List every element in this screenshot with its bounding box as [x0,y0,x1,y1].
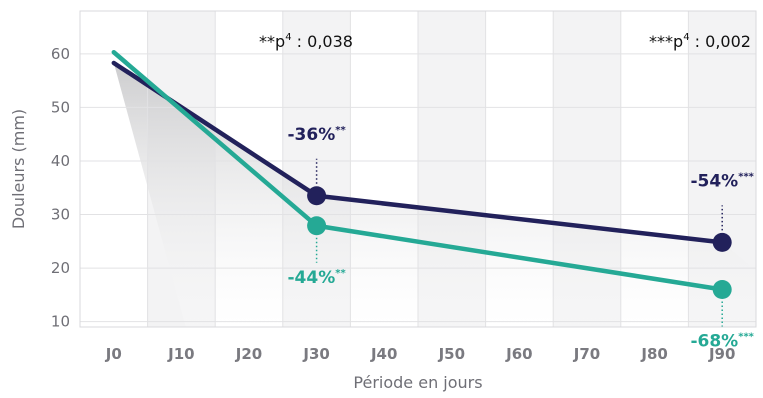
series-lines [111,49,732,300]
plot-frame [79,10,757,328]
p-value-left: **p4 : 0,038 [259,32,353,51]
y-tick-label: 10 [51,313,70,331]
annotation-label: -54%*** [690,171,754,191]
p-value-left-value: : 0,038 [292,32,353,51]
p-value-right-value: : 0,002 [690,32,751,51]
x-tick-label: J70 [573,345,600,363]
series-1-marker [307,186,327,206]
x-tick-label: J80 [640,345,667,363]
series-2-marker [307,216,327,236]
annotation-label: -68%*** [690,332,754,352]
x-tick-label: J40 [370,345,397,363]
p-value-right-prefix: ***p [649,32,683,51]
series-2-marker [712,280,732,300]
y-axis-title: Douleurs (mm) [9,109,28,229]
y-tick-label: 50 [51,98,70,116]
x-tick-label: J20 [235,345,262,363]
y-tick-label: 30 [51,206,70,224]
area-shading [113,62,757,327]
x-tick-label: J60 [505,345,532,363]
p-value-right: ***p4 : 0,002 [649,32,751,51]
x-tick-label: J0 [105,345,122,363]
x-tick-label: J50 [438,345,465,363]
x-tick-label: J90 [708,345,735,363]
x-tick-label: J10 [167,345,194,363]
area-under-curve [113,62,757,327]
y-tick-label: 40 [51,152,70,170]
x-tick-label: J30 [302,345,329,363]
y-tick-label: 60 [51,45,70,63]
y-tick-label: 20 [51,259,70,277]
annotations: -36%** -54%*** -44%** -68%*** [287,125,754,352]
y-axis-ticks: 10 20 30 40 50 60 [51,45,70,331]
p-value-left-prefix: **p [259,32,285,51]
x-axis-title: Période en jours [353,373,482,392]
p-value-right-sup: 4 [683,32,689,43]
x-axis-ticks: J0 J10 J20 J30 J40 J50 J60 J70 J80 J90 [105,345,736,363]
grid-lines [80,11,756,327]
annotation-label: -44%** [287,268,346,288]
p-value-left-sup: 4 [285,32,291,43]
series-1-marker [712,232,732,252]
annotation-label: -36%** [287,125,346,145]
